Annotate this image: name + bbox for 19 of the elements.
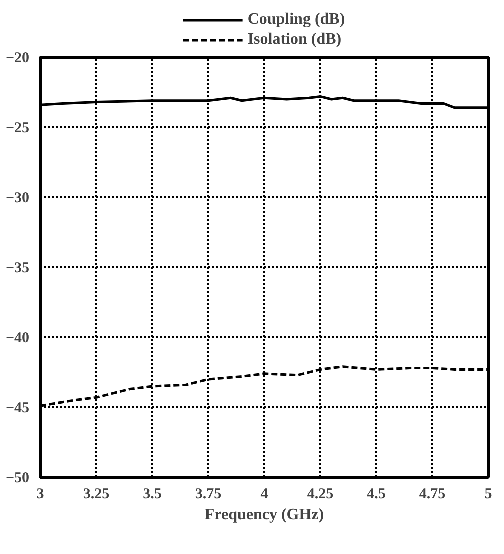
x-tick-label: 4.5 — [367, 486, 386, 502]
y-tick-label: −40 — [6, 330, 30, 346]
x-tick-label: 5 — [484, 486, 492, 502]
x-tick-label: 3.75 — [195, 486, 222, 502]
y-tick-label: −45 — [6, 400, 30, 416]
x-tick-label: 3.5 — [143, 486, 162, 502]
y-tick-label: −25 — [6, 120, 30, 136]
x-tick-label: 4 — [260, 486, 269, 502]
legend-label: Isolation (dB) — [248, 31, 342, 49]
x-tick-label: 3 — [36, 486, 44, 502]
y-tick-label: −35 — [6, 260, 30, 276]
x-tick-label: 4.75 — [419, 486, 446, 502]
y-tick-label: −20 — [6, 50, 30, 66]
x-axis-title: Frequency (GHz) — [204, 506, 324, 524]
legend-label: Coupling (dB) — [248, 11, 346, 29]
y-tick-label: −30 — [6, 190, 30, 206]
x-tick-label: 3.25 — [83, 486, 110, 502]
x-tick-label: 4.25 — [307, 486, 334, 502]
y-tick-label: −50 — [6, 470, 30, 486]
